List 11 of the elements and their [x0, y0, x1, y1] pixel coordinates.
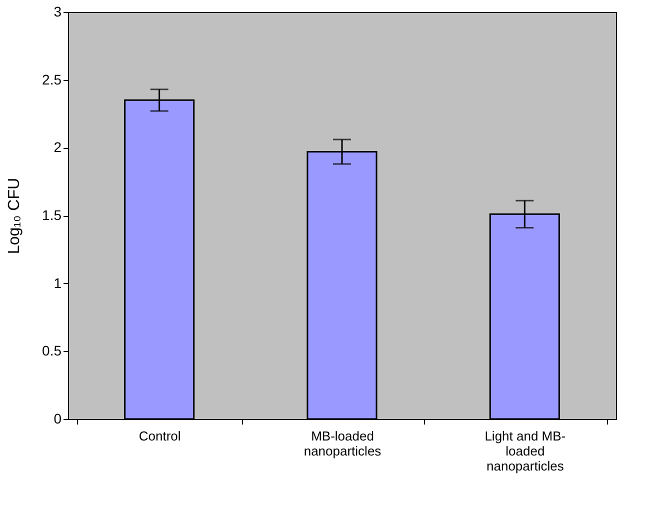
- y-tick-label: 2: [54, 139, 62, 156]
- y-tick-label: 0: [54, 410, 62, 426]
- x-tick-label: MB-loaded nanoparticles: [304, 428, 382, 458]
- y-axis-title: Log₁₀ CFU: [6, 178, 24, 254]
- x-tick-label: Control: [138, 428, 181, 444]
- y-tick-label: 1: [54, 274, 62, 291]
- y-tick-label: 1.5: [42, 207, 62, 223]
- y-tick-label: 0.5: [42, 342, 62, 359]
- y-tick-label: 2.5: [42, 71, 62, 88]
- x-tick-label: Light and MB-loaded nanoparticles: [484, 428, 566, 474]
- y-tick-label: 3: [54, 4, 62, 20]
